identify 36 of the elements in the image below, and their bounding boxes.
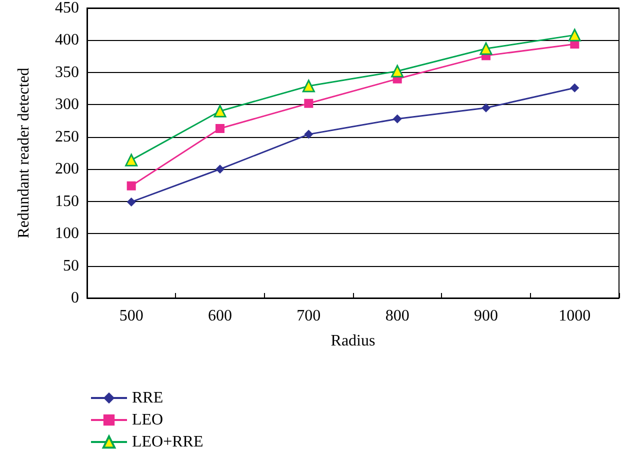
point <box>126 197 136 206</box>
point <box>214 104 226 118</box>
y-tick-label: 350 <box>55 64 79 81</box>
y-tick-label: 200 <box>55 160 79 178</box>
point <box>216 164 224 174</box>
point <box>482 103 490 112</box>
y-tick-label: 450 <box>55 0 79 16</box>
x-axis-title: Radius <box>330 332 376 350</box>
y-axis-title: Redundant reader detected <box>16 68 32 238</box>
legend-label: RRE <box>132 390 164 406</box>
x-tick-label: 800 <box>385 308 410 324</box>
x-tick-label: 1000 <box>558 308 591 324</box>
legend-label: LEO+RRE <box>132 434 204 450</box>
y-tick-label: 300 <box>55 96 79 114</box>
point <box>302 80 315 92</box>
x-tick-label: 600 <box>208 308 232 324</box>
legend-label: LEO <box>132 412 164 428</box>
x-tick-label: 700 <box>296 308 321 324</box>
x-tick-label: 900 <box>474 308 498 324</box>
y-tick-label: 400 <box>55 32 79 49</box>
point <box>570 83 580 92</box>
y-tick-label: 50 <box>63 257 79 274</box>
point <box>480 42 492 55</box>
y-tick-label: 100 <box>55 225 79 242</box>
point <box>126 181 136 190</box>
point <box>125 154 138 166</box>
y-tick-label: 250 <box>55 128 79 146</box>
y-tick-label: 150 <box>55 192 79 210</box>
x-tick-label: 500 <box>119 308 144 324</box>
point <box>568 28 581 42</box>
point <box>304 130 314 139</box>
point <box>304 98 314 108</box>
point <box>216 124 224 134</box>
y-tick-label: 0 <box>71 290 79 306</box>
point <box>392 114 402 124</box>
point <box>391 64 404 78</box>
